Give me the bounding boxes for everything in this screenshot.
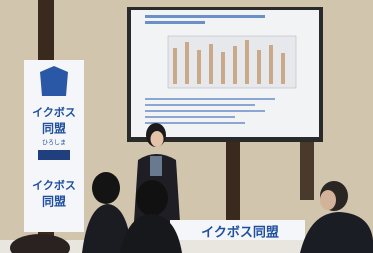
slide-title	[145, 21, 205, 24]
banner-text: 同盟	[42, 195, 66, 209]
banner-text: 同盟	[42, 122, 66, 136]
banner-text: イクボス	[32, 105, 76, 119]
audience-head	[92, 172, 120, 204]
audience-face	[320, 190, 336, 210]
slide-title	[145, 15, 265, 18]
speaker-face	[151, 131, 164, 147]
banner-figures	[38, 150, 70, 160]
photo: イクボス 同盟 ひろしま イクボス 同盟 イクボス同盟	[0, 0, 373, 253]
audience-head	[136, 180, 168, 216]
speaker-shirt	[150, 156, 162, 176]
pillar	[300, 140, 314, 200]
banner-text: イクボス	[32, 178, 76, 192]
banner-text: ひろしま	[42, 140, 66, 147]
banner-logo	[40, 66, 68, 96]
table-banner-text: イクボス同盟	[201, 225, 279, 241]
